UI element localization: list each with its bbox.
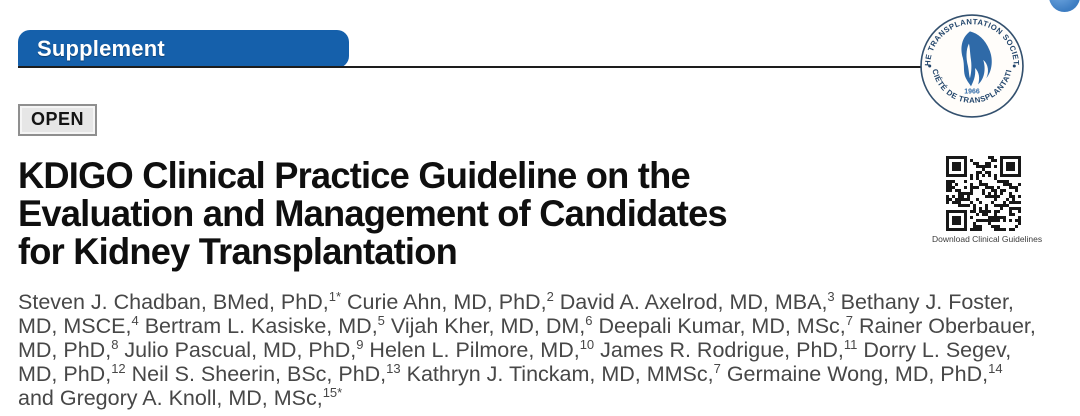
title-line-2: Evaluation and Management of Candidates bbox=[18, 193, 728, 234]
author-line: MD, MSCE,4 Bertram L. Kasiske, MD,5 Vija… bbox=[18, 312, 1036, 338]
author-line: and Gregory A. Knoll, MD, MSc,15* bbox=[18, 384, 343, 410]
header-rule bbox=[18, 66, 923, 68]
title-line-3: for Kidney Transplantation bbox=[18, 231, 458, 272]
seal-left-dot bbox=[928, 64, 932, 68]
qr-caption: Download Clinical Guidelines bbox=[932, 234, 1043, 244]
author-line: Steven J. Chadban, BMed, PhD,1* Curie Ah… bbox=[18, 288, 1014, 314]
title-line-1: KDIGO Clinical Practice Guideline on the bbox=[18, 155, 691, 196]
qr-code bbox=[945, 156, 1021, 231]
open-access-badge: OPEN bbox=[18, 104, 98, 136]
author-list: Steven J. Chadban, BMed, PhD,1* Curie Ah… bbox=[18, 290, 1048, 410]
supplement-label: Supplement bbox=[37, 36, 165, 61]
society-seal: THE TRANSPLANTATION SOCIETY SOCIÉTÉ DE T… bbox=[919, 13, 1024, 118]
author-line: MD, PhD,8 Julio Pascual, MD, PhD,9 Helen… bbox=[18, 336, 1012, 362]
author-line: MD, PhD,12 Neil S. Sheerin, BSc, PhD,13 … bbox=[18, 360, 1003, 386]
open-badge-label: OPEN bbox=[31, 109, 85, 129]
seal-year: 1966 bbox=[964, 89, 980, 96]
seal-right-dot bbox=[1012, 64, 1016, 68]
supplement-banner: Supplement bbox=[18, 30, 349, 68]
qr-block: Download Clinical Guidelines bbox=[932, 156, 1042, 244]
floating-corner-button[interactable] bbox=[1049, 0, 1080, 12]
article-title: KDIGO Clinical Practice Guideline on the… bbox=[18, 157, 880, 271]
